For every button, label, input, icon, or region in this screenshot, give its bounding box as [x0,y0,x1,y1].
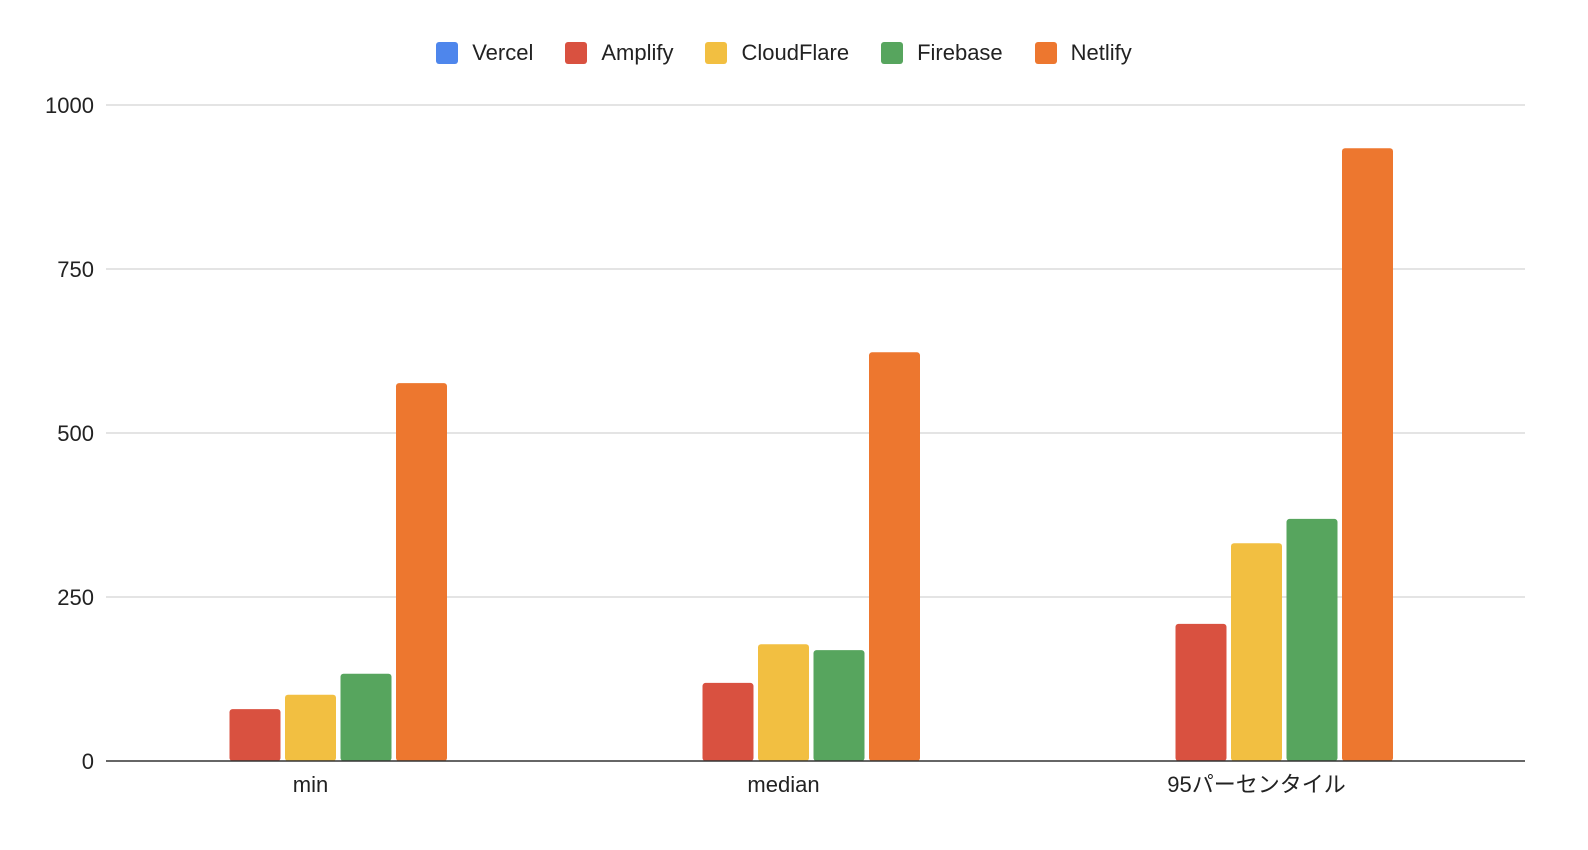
legend-label: CloudFlare [741,40,850,65]
legend-item[interactable]: Firebase [881,40,1003,66]
legend-swatch [705,42,728,64]
legend-label: Amplify [601,40,674,65]
legend-item[interactable]: Netlify [1034,40,1132,66]
y-tick-label: 1000 [45,93,94,118]
bar-firebase [1286,518,1338,761]
bar-netlify [869,352,920,761]
legend-item[interactable]: CloudFlare [705,40,849,66]
bar-cloudflare [758,644,809,761]
legend-item[interactable]: Amplify [565,40,673,66]
x-tick-label: min [293,772,328,797]
legend-item[interactable]: Vercel [436,40,533,66]
y-tick-label: 250 [57,585,94,610]
bar-firebase [813,650,865,761]
x-tick-label: 95パーセンタイル [1167,772,1345,797]
legend-label: Firebase [917,40,1003,65]
legend-label: Vercel [472,40,534,65]
bar-firebase [340,673,392,761]
legend-label: Netlify [1070,40,1132,65]
legend-swatch [436,42,459,64]
bar-amplify [702,682,754,761]
bar-amplify [1175,623,1227,761]
y-tick-label: 750 [57,257,94,282]
bar-netlify [396,383,447,761]
y-tick-label: 500 [57,421,94,446]
legend-swatch [1034,42,1057,64]
bar-amplify [229,709,281,761]
legend: Vercel Amplify CloudFlare Firebase Netlify [0,40,1568,66]
legend-swatch [565,42,588,64]
legend-swatch [881,42,904,64]
bar-netlify [1342,148,1393,761]
bar-cloudflare [1231,543,1282,761]
x-tick-label: median [747,772,819,797]
y-tick-label: 0 [82,749,94,774]
bar-cloudflare [285,694,336,761]
